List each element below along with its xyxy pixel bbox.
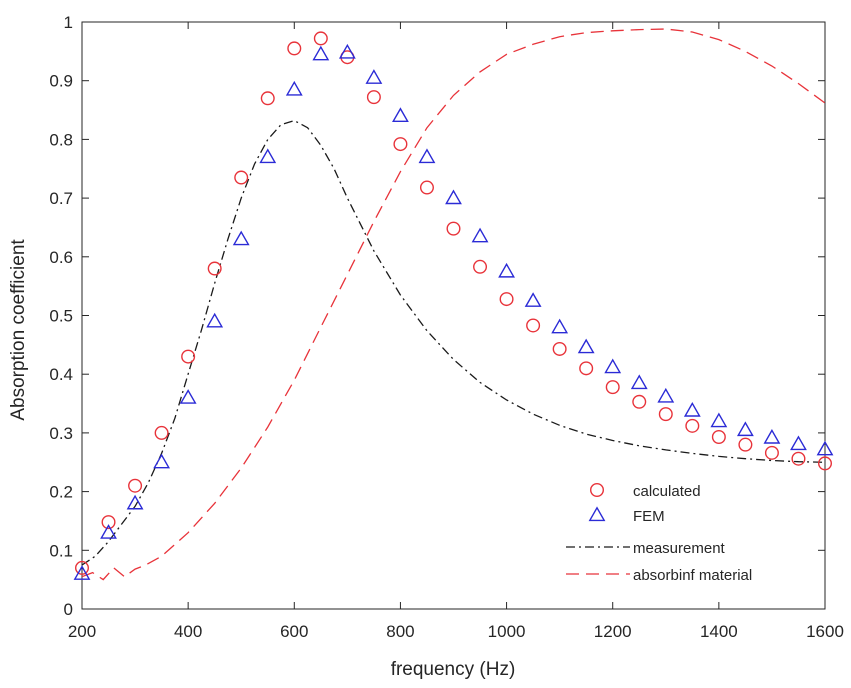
- y-tick-label: 0.3: [49, 424, 73, 443]
- absorbing-material-line: [81, 28, 826, 581]
- calculated-marker: [605, 380, 620, 395]
- calculated-marker: [287, 41, 302, 56]
- calculated-marker: [128, 478, 143, 493]
- fem-marker: [100, 524, 117, 539]
- x-tick-label: 400: [174, 622, 202, 641]
- y-tick-label: 0.2: [49, 483, 73, 502]
- y-tick-label: 0.4: [49, 365, 73, 384]
- calculated-marker: [446, 221, 461, 236]
- y-tick-label: 0.5: [49, 307, 73, 326]
- fem-marker: [418, 148, 436, 164]
- y-tick-label: 0.1: [49, 541, 73, 560]
- fem-marker: [338, 43, 356, 59]
- fem-marker: [285, 80, 303, 96]
- fem-marker: [471, 227, 489, 243]
- y-tick-label: 0: [64, 600, 73, 619]
- fem-marker: [551, 318, 569, 334]
- calculated-marker: [393, 137, 408, 152]
- calculated-marker: [473, 259, 488, 274]
- y-tick-label: 0.6: [49, 248, 73, 267]
- calculated-marker: [260, 91, 275, 106]
- fem-marker: [232, 230, 250, 246]
- x-tick-label: 800: [386, 622, 414, 641]
- axis-ticks: 200 400 600 800 1000 1200 1400 1600 0 0.1 0.2 0.3 0.…: [49, 13, 844, 641]
- calculated-marker: [101, 515, 116, 530]
- y-tick-label: 0.8: [49, 130, 73, 149]
- fem-marker: [312, 45, 330, 61]
- calculated-marker: [711, 430, 726, 445]
- y-tick-label: 0.9: [49, 72, 73, 91]
- x-tick-label: 200: [68, 622, 96, 641]
- calculated-marker: [658, 407, 673, 422]
- legend-calculated-marker: [590, 483, 605, 498]
- calculated-marker: [74, 560, 89, 575]
- calculated-marker: [552, 341, 567, 356]
- fem-marker: [206, 312, 224, 328]
- calculated-marker: [207, 261, 222, 276]
- x-tick-label: 1400: [700, 622, 738, 641]
- fem-marker: [710, 412, 728, 428]
- calculated-marker: [313, 31, 328, 46]
- calculated-marker: [579, 361, 594, 376]
- y-tick-label: 1: [64, 13, 73, 32]
- legend-absorbing-material-label: absorbinf material: [633, 567, 752, 584]
- calculated-marker: [499, 292, 514, 307]
- y-tick-label: 0.7: [49, 189, 73, 208]
- fem-marker: [445, 189, 462, 205]
- legend-measurement-label: measurement: [633, 540, 726, 557]
- fem-marker: [392, 107, 409, 123]
- fem-marker: [657, 387, 675, 403]
- fem-marker: [259, 148, 277, 164]
- measurement-line: [81, 119, 826, 566]
- fem-marker: [736, 421, 754, 437]
- x-tick-label: 1200: [594, 622, 632, 641]
- calculated-marker: [181, 349, 196, 364]
- fem-marker: [73, 565, 91, 580]
- x-tick-label: 1000: [488, 622, 526, 641]
- fem-marker: [498, 262, 515, 278]
- legend-fem-marker: [588, 506, 606, 522]
- fem-marker: [179, 389, 197, 404]
- fem-marker: [790, 435, 807, 451]
- calculated-marker: [738, 437, 753, 452]
- calculated-marker: [764, 445, 779, 460]
- calculated-marker: [419, 180, 434, 195]
- fem-marker: [630, 374, 648, 390]
- fem-marker: [365, 69, 383, 84]
- legend: calculated FEM measurement absorbinf materi…: [566, 483, 752, 584]
- calculated-marker: [526, 318, 541, 333]
- legend-calculated-label: calculated: [633, 483, 701, 500]
- fem-marker: [577, 338, 595, 354]
- series-layer: [73, 28, 834, 581]
- x-tick-label: 600: [280, 622, 308, 641]
- fem-marker: [816, 440, 834, 456]
- fem-marker: [524, 292, 542, 307]
- calculated-marker: [685, 418, 700, 433]
- fem-marker: [153, 453, 171, 469]
- calculated-marker: [154, 425, 169, 440]
- calculated-marker: [366, 90, 381, 105]
- calculated-marker: [791, 451, 806, 466]
- fem-marker: [126, 494, 144, 510]
- y-axis-title: Absorption coefficient: [8, 239, 29, 421]
- legend-fem-label: FEM: [633, 508, 665, 525]
- calculated-marker: [818, 456, 833, 471]
- fem-marker: [604, 358, 622, 374]
- fem-marker: [683, 401, 701, 417]
- x-tick-label: 1600: [806, 622, 844, 641]
- calculated-marker: [234, 170, 249, 185]
- x-axis-title: frequency (Hz): [391, 659, 516, 680]
- fem-marker: [763, 428, 781, 444]
- calculated-marker: [632, 394, 647, 409]
